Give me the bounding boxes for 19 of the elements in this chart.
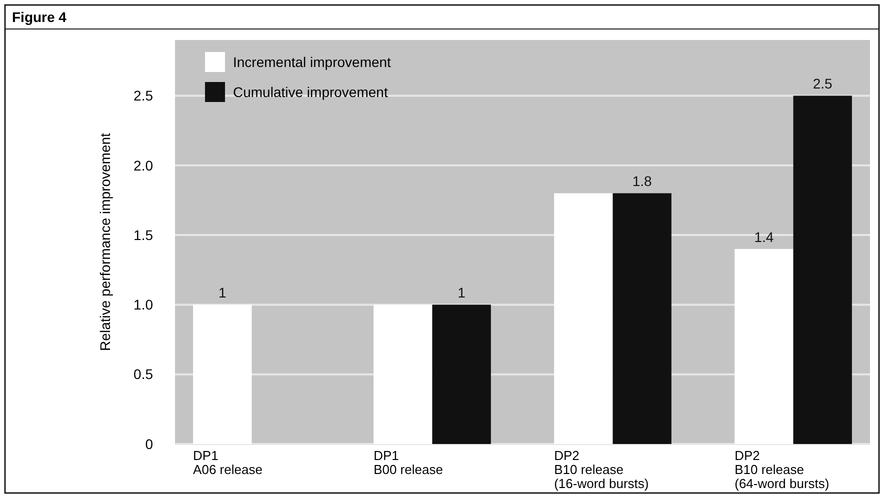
x-tick-label: DP1 B00 release xyxy=(374,448,443,477)
x-tick-label: DP2 B10 release (64-word bursts) xyxy=(734,448,830,491)
legend-label: Incremental improvement xyxy=(233,54,392,70)
y-tick-label: 1.0 xyxy=(134,296,154,313)
data-label: 1 xyxy=(218,284,226,301)
y-tick-label: 2.5 xyxy=(134,88,154,104)
y-tick-label: 0.5 xyxy=(134,366,154,382)
text: Figure 4 xyxy=(12,9,67,25)
x-tick-label: DP1 A06 release xyxy=(193,448,262,477)
data-label: 1.4 xyxy=(754,228,774,245)
y-tick-label: 1.5 xyxy=(134,226,154,243)
x-tick-label: DP2 B10 release (16-word bursts) xyxy=(554,448,649,491)
legend-label: Cumulative improvement xyxy=(233,84,388,100)
y-tick-label: 2.0 xyxy=(134,157,154,174)
data-label: 1 xyxy=(458,284,466,301)
y-axis-title: Relative performance improvement xyxy=(97,132,113,351)
data-label: 1.8 xyxy=(632,173,652,190)
data-label: 2.5 xyxy=(812,76,833,92)
y-tick-label: 0 xyxy=(145,436,154,452)
